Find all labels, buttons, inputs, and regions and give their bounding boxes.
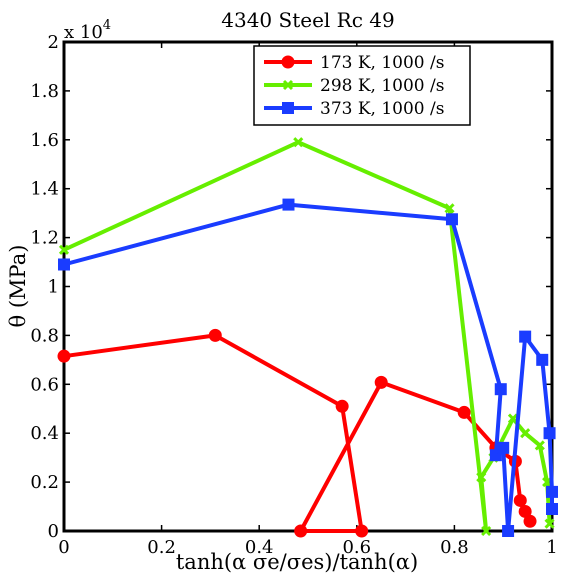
y-tick-label: 0: [48, 521, 59, 542]
y-tick-label: 1.6: [30, 130, 59, 151]
marker-stroke: [544, 518, 555, 529]
marker-stroke: [282, 79, 294, 91]
data-point: [523, 514, 537, 528]
marker-stroke: [58, 244, 70, 255]
y-tick-label: 0.6: [30, 374, 59, 395]
legend-entry: 373 K, 1000 /s: [264, 99, 444, 119]
legend-entry: 298 K, 1000 /s: [264, 76, 444, 96]
data-point: [58, 244, 70, 255]
series-layer: [57, 137, 558, 538]
data-point: [208, 328, 222, 342]
y-tick-label: 1.2: [30, 228, 59, 249]
y-tick-label: 0.2: [30, 472, 59, 493]
x-tick-label: 1: [546, 537, 557, 558]
data-point: [497, 441, 510, 454]
x-tick-label: 0.6: [342, 537, 371, 558]
y-exponent-power: 4: [103, 18, 111, 33]
data-point: [494, 383, 507, 396]
legend-swatch-marker: [282, 79, 294, 91]
legend-label: 373 K, 1000 /s: [320, 99, 444, 119]
data-point: [58, 258, 70, 271]
x-tick-label: 0.8: [440, 537, 469, 558]
y-tick-label: 0.4: [30, 423, 59, 444]
y-tick-label: 0.8: [30, 325, 59, 346]
data-point: [507, 413, 519, 424]
y-exponent-base: x 10: [64, 22, 103, 43]
y-exponent-label: x 104: [64, 18, 111, 43]
data-point: [543, 427, 556, 440]
data-point: [445, 213, 458, 226]
data-point: [457, 405, 471, 419]
data-point: [546, 502, 558, 515]
legend-label: 173 K, 1000 /s: [320, 53, 444, 73]
series-3: [58, 198, 558, 537]
legend-swatch-marker: [281, 55, 295, 69]
x-axis-label: tanh(α σe/σes)/tanh(α): [176, 550, 418, 574]
data-point: [476, 472, 487, 483]
marker-stroke: [534, 440, 545, 451]
data-point: [355, 524, 369, 538]
x-tick-label: 0.2: [147, 537, 176, 558]
marker-stroke: [507, 413, 519, 424]
data-point: [546, 485, 558, 498]
data-point: [544, 518, 555, 529]
data-point: [374, 375, 388, 389]
data-point: [489, 449, 502, 462]
marker-stroke: [520, 428, 531, 439]
chart-title: 4340 Steel Rc 49: [221, 8, 395, 32]
data-point: [444, 203, 455, 214]
x-tick-label: 0.4: [245, 537, 274, 558]
y-tick-label: 1.8: [30, 81, 59, 102]
data-point: [293, 137, 304, 148]
y-axis-label: θ (MPa): [6, 245, 30, 328]
data-point: [282, 198, 295, 211]
legend-swatch-marker: [282, 102, 294, 114]
marker-stroke: [293, 137, 304, 148]
data-point: [519, 330, 532, 343]
legend-label: 298 K, 1000 /s: [320, 76, 444, 96]
marker-stroke: [481, 525, 492, 537]
series-line: [63, 202, 554, 533]
data-point: [294, 524, 308, 538]
data-point: [502, 525, 515, 537]
y-tick-label: 1: [48, 277, 59, 298]
marker-stroke: [476, 472, 487, 483]
marker-stroke: [444, 203, 455, 214]
y-tick-label: 1.4: [30, 179, 59, 200]
data-point: [520, 428, 531, 439]
data-point: [57, 349, 71, 363]
y-tick-label: 2: [48, 32, 59, 53]
legend: 173 K, 1000 /s 298 K, 1000 /s 373 K, 1000 …: [253, 45, 471, 126]
legend-entry: 173 K, 1000 /s: [264, 53, 444, 73]
data-point: [534, 440, 545, 451]
data-point: [536, 353, 549, 366]
data-point: [481, 525, 492, 537]
x-tick-label: 0: [58, 537, 69, 558]
data-point: [335, 399, 349, 413]
data-point: [513, 493, 527, 507]
